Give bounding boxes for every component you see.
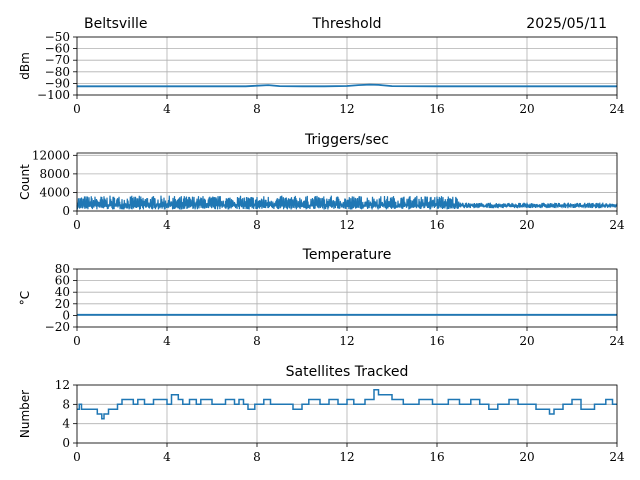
x-tick-label: 20 [519, 218, 534, 232]
x-tick-label: 0 [73, 334, 81, 348]
y-tick-label: −90 [45, 76, 70, 90]
x-tick-label: 20 [519, 450, 534, 464]
x-tick-label: 12 [339, 218, 354, 232]
x-tick-label: 24 [609, 450, 625, 464]
y-axis-label: Count [18, 164, 32, 200]
series-line-2 [458, 202, 618, 209]
panel-title: Threshold [312, 16, 382, 32]
panel-1: 0 4 8 12 16 20 24 −100−90−80−70−60−50 Threshold d… [18, 16, 625, 116]
y-axis-label: °C [18, 291, 32, 305]
x-tick-label: 24 [609, 102, 625, 116]
y-tick-label: 8 [62, 397, 70, 411]
y-tick-label: 80 [55, 262, 70, 276]
y-tick-label: 60 [55, 274, 70, 288]
panel-2: 0 4 8 12 16 20 24 0 4000 8000 12000 Triggers/sec Cou… [18, 132, 625, 232]
y-tick-label: 0 [62, 308, 70, 322]
y-tick-label: −100 [37, 88, 70, 102]
panel-title: Temperature [302, 247, 392, 263]
x-tick-label: 8 [253, 334, 261, 348]
panel-4: 0 4 8 12 16 20 24 0 4 8 12 Satellites Tracked Number [18, 364, 625, 464]
x-tick-label: 16 [429, 334, 444, 348]
x-tick-label: 4 [163, 102, 171, 116]
panel-title: Satellites Tracked [286, 364, 409, 380]
y-tick-label: 4000 [39, 185, 70, 199]
x-tick-label: 12 [339, 334, 354, 348]
y-axis-label: dBm [18, 52, 32, 80]
panel-title: Triggers/sec [304, 132, 389, 148]
x-tick-label: 4 [163, 334, 171, 348]
site-label: Beltsville [84, 16, 147, 32]
x-tick-label: 20 [519, 102, 534, 116]
chart-panels: 0 4 8 12 16 20 24 −100−90−80−70−60−50 Threshold d… [18, 16, 625, 464]
y-tick-label: 8000 [39, 167, 70, 181]
x-tick-label: 20 [519, 334, 534, 348]
x-tick-label: 4 [163, 450, 171, 464]
x-tick-label: 8 [253, 218, 261, 232]
x-tick-label: 0 [73, 218, 81, 232]
series-line-1 [77, 389, 617, 420]
y-tick-label: 0 [62, 204, 70, 218]
y-tick-label: −20 [45, 320, 70, 334]
x-tick-label: 16 [429, 218, 444, 232]
x-tick-label: 0 [73, 450, 81, 464]
x-tick-label: 12 [339, 450, 354, 464]
x-tick-label: 24 [609, 218, 625, 232]
y-tick-label: 4 [62, 417, 70, 431]
y-tick-label: −80 [45, 65, 70, 79]
x-tick-label: 8 [253, 102, 261, 116]
y-tick-label: 12000 [32, 148, 70, 162]
series-line-1 [76, 195, 461, 210]
y-tick-label: 0 [62, 436, 70, 450]
x-tick-label: 16 [429, 102, 444, 116]
x-tick-label: 16 [429, 450, 444, 464]
y-tick-label: −60 [45, 42, 70, 56]
y-tick-label: 12 [55, 378, 70, 392]
series-line-1 [77, 83, 460, 88]
y-tick-label: 20 [55, 297, 70, 311]
y-tick-label: −50 [45, 30, 70, 44]
date-label: 2025/05/11 [526, 16, 607, 32]
x-tick-label: 24 [609, 334, 625, 348]
y-axis-label: Number [18, 390, 32, 438]
x-tick-label: 8 [253, 450, 261, 464]
x-tick-label: 12 [339, 102, 354, 116]
y-tick-label: 40 [55, 285, 70, 299]
x-tick-label: 0 [73, 102, 81, 116]
y-tick-label: −70 [45, 53, 70, 67]
x-tick-label: 4 [163, 218, 171, 232]
